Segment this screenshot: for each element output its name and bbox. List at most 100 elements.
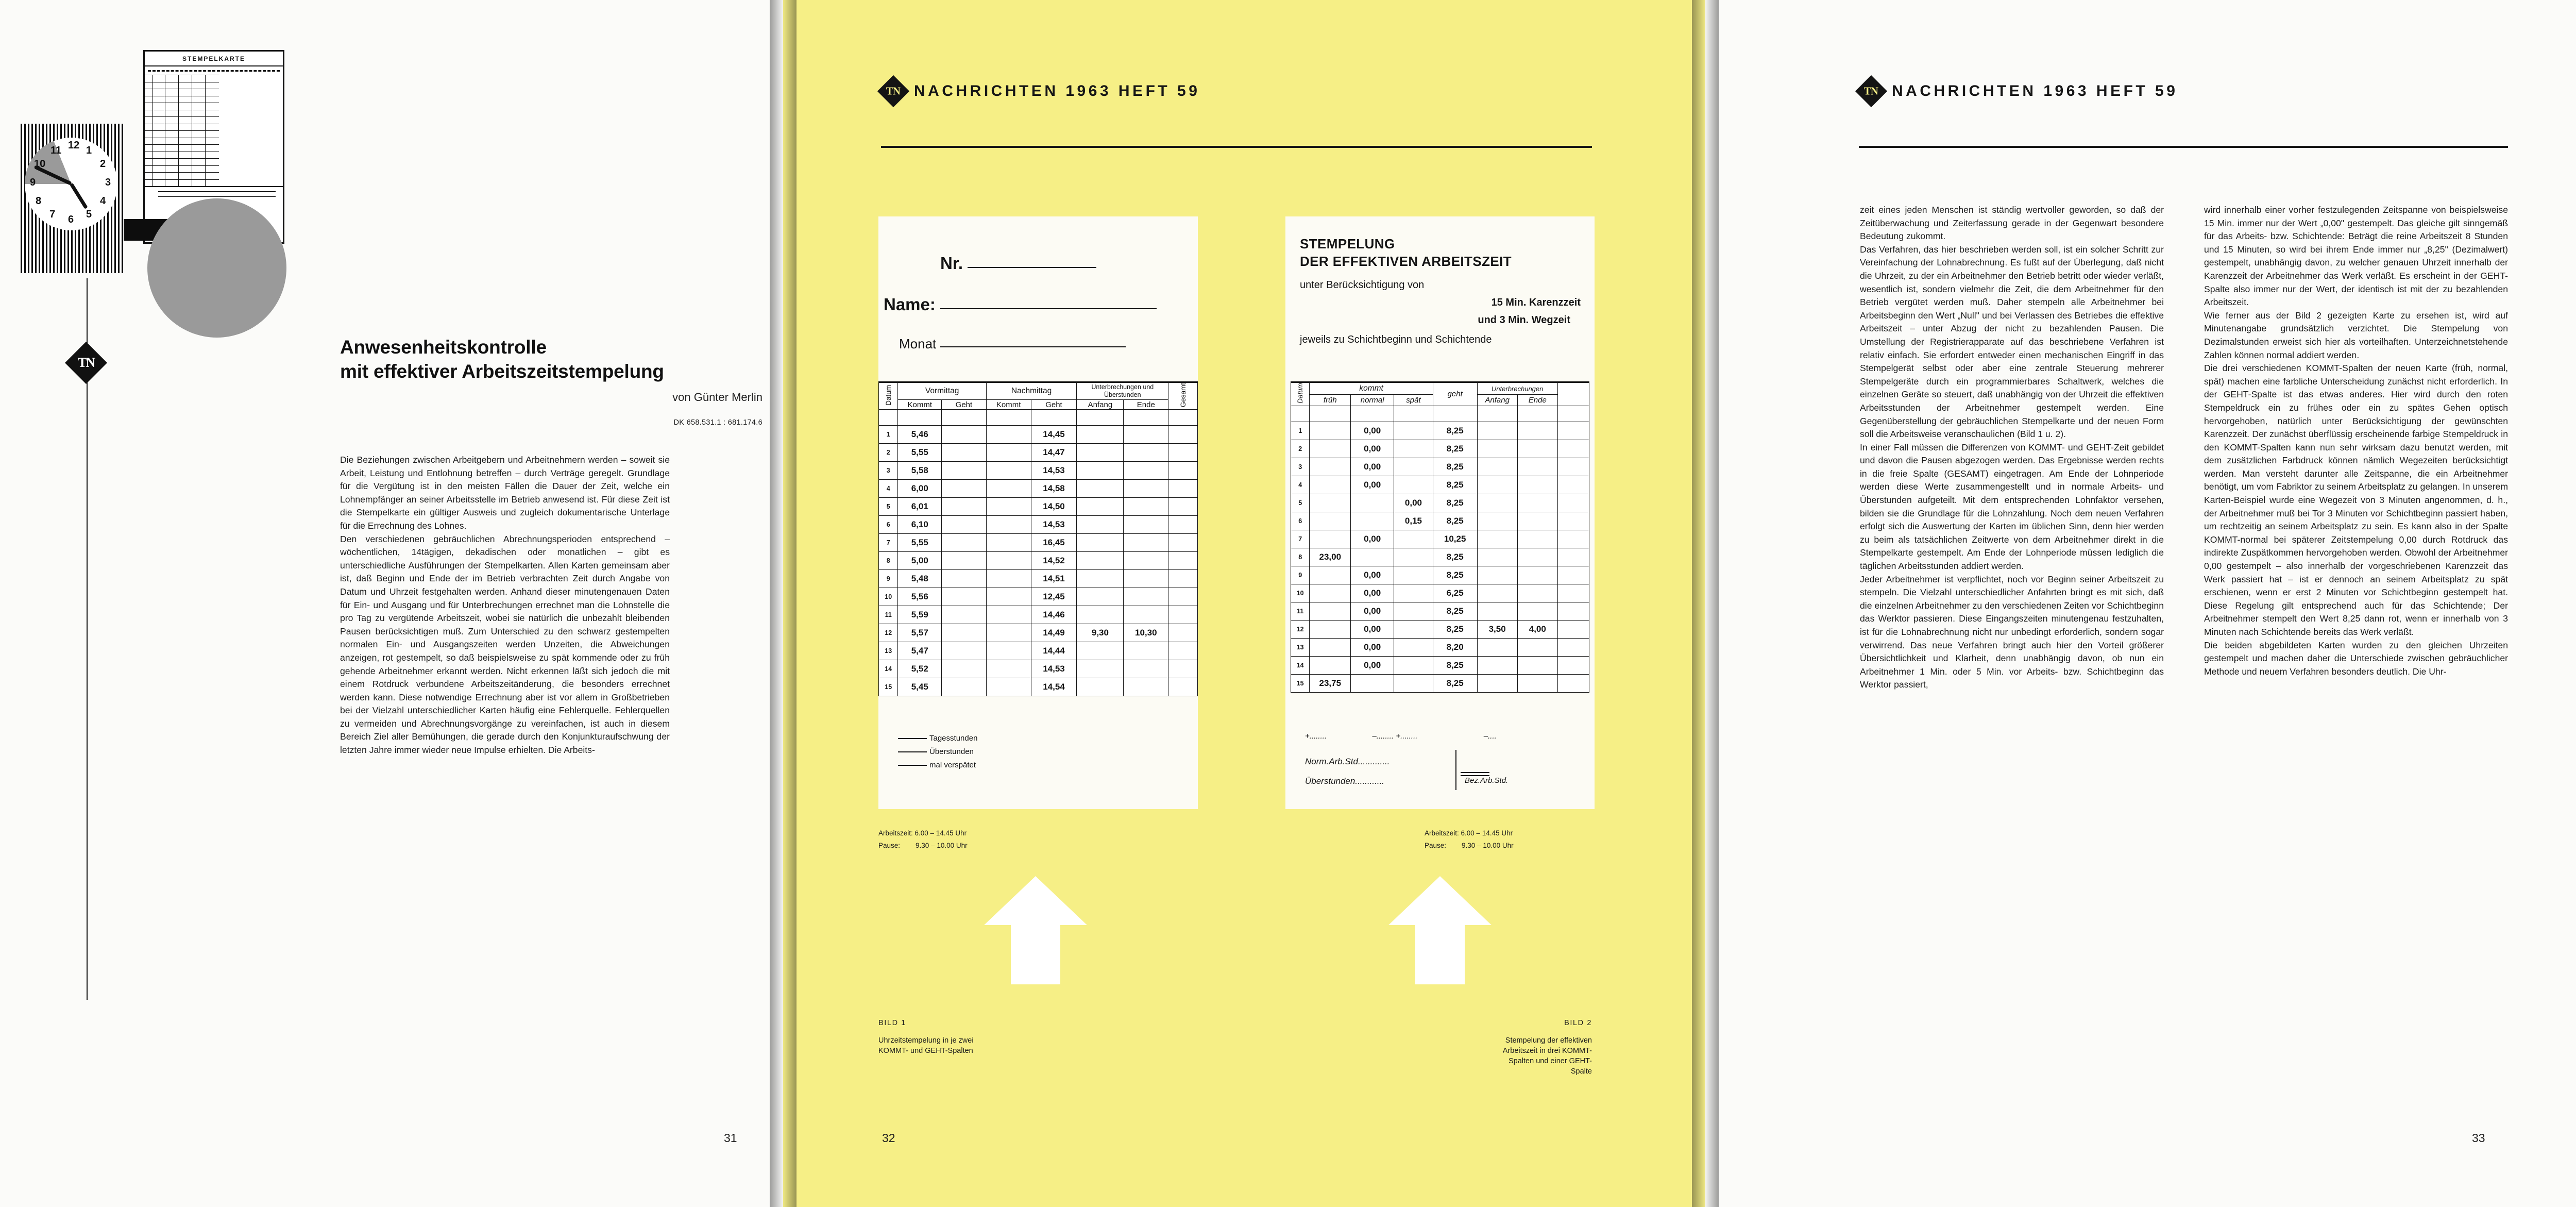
- table-cell: [1076, 533, 1124, 552]
- table-cell: [1168, 624, 1198, 643]
- table-cell: [941, 660, 987, 679]
- table-cell: 4: [1290, 475, 1310, 494]
- table-cell: 5,52: [897, 660, 942, 679]
- table-cell: [1168, 606, 1198, 625]
- table-cell: [1309, 583, 1351, 602]
- table-row: 3 5,58 14,53: [878, 461, 1198, 480]
- table-cell: [1394, 656, 1433, 675]
- table-cell: [1477, 583, 1518, 602]
- table-cell: 8,25: [1432, 439, 1478, 458]
- table-cell: [1309, 601, 1351, 621]
- field-monat-label: Monat: [899, 336, 937, 351]
- table-cell: [1477, 638, 1518, 657]
- table-cell: [1432, 405, 1478, 422]
- table-cell: [1123, 588, 1169, 607]
- table-cell: [986, 642, 1031, 661]
- page-31: STEMPELKARTE: [0, 0, 783, 1207]
- total-line: mal verspätet: [898, 759, 977, 772]
- caption-bild1: BILD 1 Uhrzeitstempelung in je zwei KOMM…: [878, 1018, 981, 1056]
- table-row: 14 5,52 14,53: [878, 660, 1198, 679]
- table-cell: [1123, 569, 1169, 589]
- paragraph: wird innerhalb einer vorher festzulegend…: [2204, 205, 2508, 308]
- table-cell: [1517, 421, 1558, 440]
- field-nr-rule[interactable]: [968, 267, 1097, 268]
- table-cell: [1517, 656, 1558, 675]
- table-cell: 11: [878, 606, 899, 625]
- table-cell: [1123, 425, 1169, 444]
- table-cell: [1517, 583, 1558, 602]
- table-cell: [941, 497, 987, 516]
- col-head-anfang2: Anfang: [1477, 394, 1518, 406]
- table-cell: 0,15: [1394, 511, 1433, 530]
- vertical-rule: [87, 278, 88, 1000]
- table-cell: [941, 624, 987, 643]
- tn-logo-text: TN: [77, 355, 95, 370]
- table-cell: [878, 409, 899, 426]
- stempelkarte-footer: [145, 186, 283, 203]
- card2-sub1: unter Berücksichtigung von: [1300, 279, 1425, 291]
- paragraph: Jeder Arbeitnehmer ist verpflichtet, noc…: [1860, 574, 2164, 690]
- page33-column-2: wird innerhalb einer vorher festzulegend…: [2204, 204, 2508, 678]
- page-number-33: 33: [2472, 1131, 2485, 1145]
- table-cell: [1477, 656, 1518, 675]
- card1-worktime-info: Arbeitszeit: 6.00 – 14.45 Uhr Pause: 9.3…: [878, 829, 968, 849]
- table-cell: 5,47: [897, 642, 942, 661]
- table-cell: [1290, 405, 1310, 422]
- table-cell: [986, 569, 1031, 589]
- table-cell: [1557, 457, 1590, 476]
- table-cell: [1076, 642, 1124, 661]
- table-cell: 5: [878, 497, 899, 516]
- table-cell: 5,45: [897, 678, 942, 697]
- table-cell: 5,48: [897, 569, 942, 589]
- caption-bild1-head: BILD 1: [878, 1019, 906, 1027]
- table-cell: [986, 624, 1031, 643]
- field-name-rule[interactable]: [940, 308, 1157, 309]
- card1-totals: Tagesstunden Überstunden mal verspätet: [898, 732, 977, 772]
- table-cell: [986, 678, 1031, 697]
- field-monat-rule[interactable]: [940, 346, 1126, 347]
- table-cell: [1394, 405, 1433, 422]
- col-head-nm-geht: Geht: [1030, 399, 1077, 410]
- table-cell: [1168, 642, 1198, 661]
- table-cell: [1309, 475, 1351, 494]
- table-cell: [1517, 475, 1558, 494]
- table-cell: 10,30: [1123, 624, 1169, 643]
- total-label: Tagesstunden: [929, 734, 978, 743]
- table-bild2: Datum kommt geht Unterbrechungen früh no…: [1290, 381, 1590, 693]
- table-cell: [1477, 493, 1518, 512]
- table-row: 8 23,00 8,25: [1290, 547, 1590, 566]
- field-nr: Nr.: [940, 254, 1097, 273]
- table-cell: 9: [878, 569, 899, 589]
- table-cell: 2: [878, 443, 899, 462]
- table-cell: [1477, 457, 1518, 476]
- table-cell: 0,00: [1350, 439, 1395, 458]
- table-cell: 8: [878, 551, 899, 571]
- table-cell: [986, 497, 1031, 516]
- table-cell: 8,25: [1432, 674, 1478, 693]
- table-cell: 16,45: [1030, 533, 1077, 552]
- tn-logo-icon: TN: [877, 75, 910, 108]
- table-row: 13 0,00 8,20: [1290, 638, 1590, 657]
- running-head-text: NACHRICHTEN 1963 HEFT 59: [1892, 82, 2178, 99]
- table-cell: 14,50: [1030, 497, 1077, 516]
- table-cell: 7: [1290, 529, 1310, 548]
- table-cell: 9: [1290, 565, 1310, 584]
- col-head-datum2: Datum: [1296, 383, 1304, 404]
- table-cell: [1517, 547, 1558, 566]
- col-head-nachmittag: Nachmittag: [986, 381, 1077, 400]
- table-cell: [1557, 439, 1590, 458]
- table-cell: 8,25: [1432, 457, 1478, 476]
- table-cell: [1076, 443, 1124, 462]
- table-cell: 0,00: [1350, 457, 1395, 476]
- table-row: 3 0,00 8,25: [1290, 457, 1590, 476]
- table-cell: [986, 409, 1031, 426]
- table-cell: [986, 533, 1031, 552]
- paragraph: Das Verfahren, das hier beschrieben werd…: [1860, 244, 2164, 440]
- table-cell: [986, 461, 1031, 480]
- norm-label: Norm.Arb.Std.: [1305, 757, 1361, 766]
- stempelkarte-grid: [145, 75, 283, 186]
- table-cell: [941, 479, 987, 498]
- table-row: 7 5,55 16,45: [878, 533, 1198, 552]
- table-row: 14 0,00 8,25: [1290, 656, 1590, 675]
- field-name-label: Name:: [884, 295, 936, 314]
